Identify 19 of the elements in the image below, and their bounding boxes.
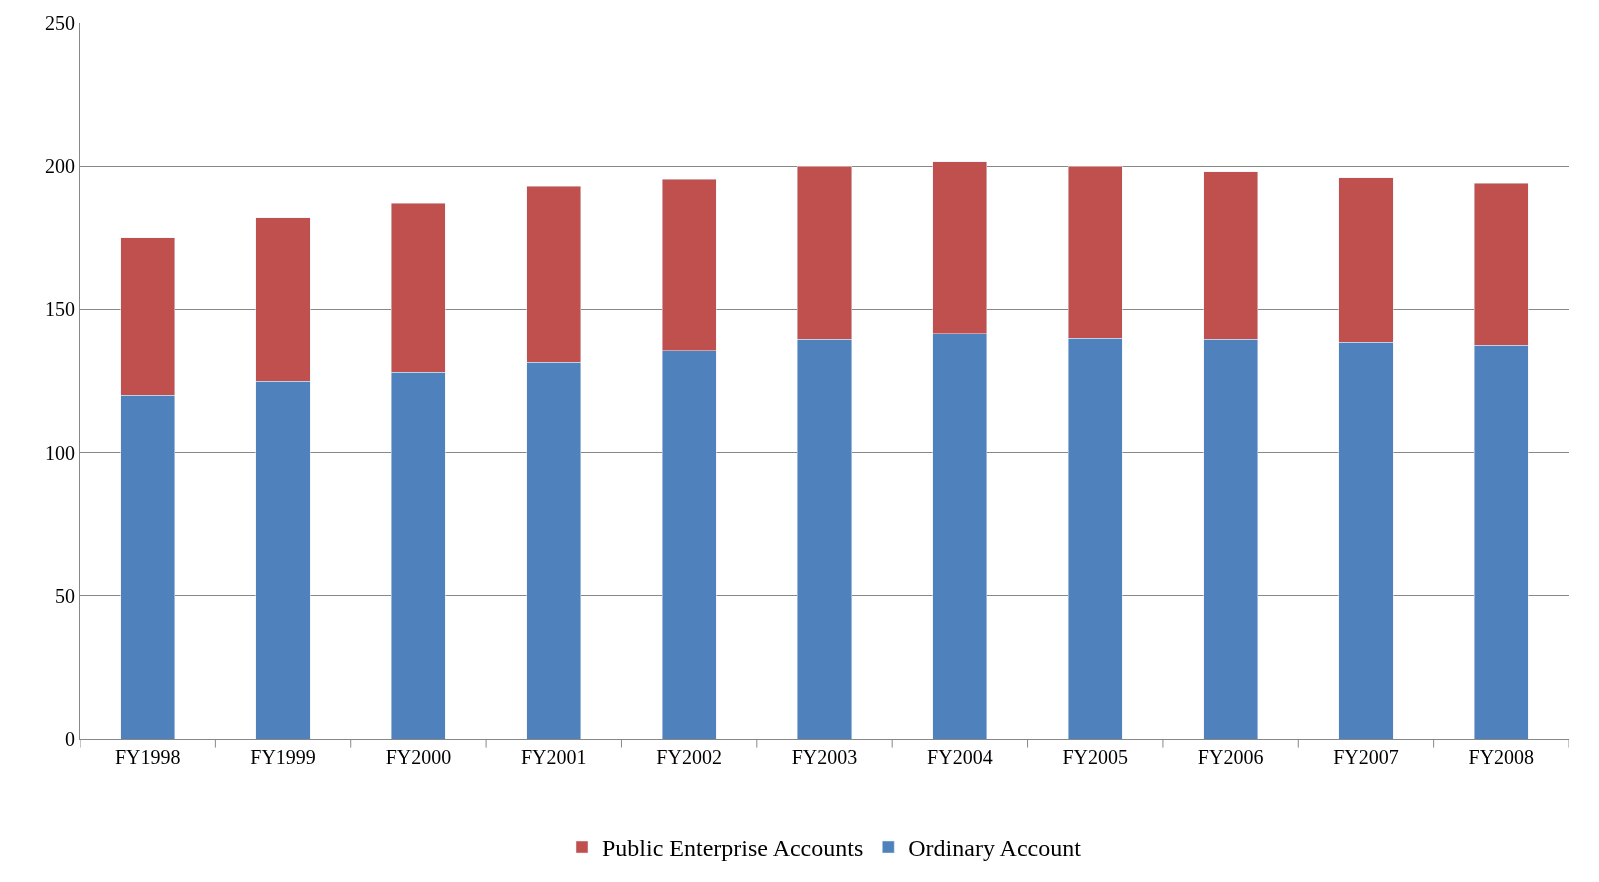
x-tick-label: FY2006 <box>1197 746 1264 768</box>
legend-label: Ordinary Account <box>908 835 1082 862</box>
x-tick-label: FY2002 <box>656 746 722 768</box>
y-tick-label: 200 <box>45 155 75 178</box>
x-tick-label: FY2001 <box>520 746 587 768</box>
y-tick-label: 150 <box>45 298 75 321</box>
x-tick-label: FY1999 <box>250 746 316 768</box>
x-tick-label: FY2004 <box>927 746 993 768</box>
x-tick-label: FY1998 <box>114 746 181 768</box>
x-tick-label: FY2003 <box>791 746 858 768</box>
y-tick-label: 100 <box>45 441 75 464</box>
x-tick-label: FY2005 <box>1062 746 1129 768</box>
y-tick-label: 0 <box>65 728 75 750</box>
x-tick-label: FY2000 <box>385 746 452 768</box>
legend-label: Public Enterprise Accounts <box>602 835 864 862</box>
x-tick-label: FY2008 <box>1468 746 1535 768</box>
x-tick-label: FY2007 <box>1333 746 1399 768</box>
y-tick-label: 250 <box>45 12 75 34</box>
y-tick-label: 50 <box>55 584 75 607</box>
